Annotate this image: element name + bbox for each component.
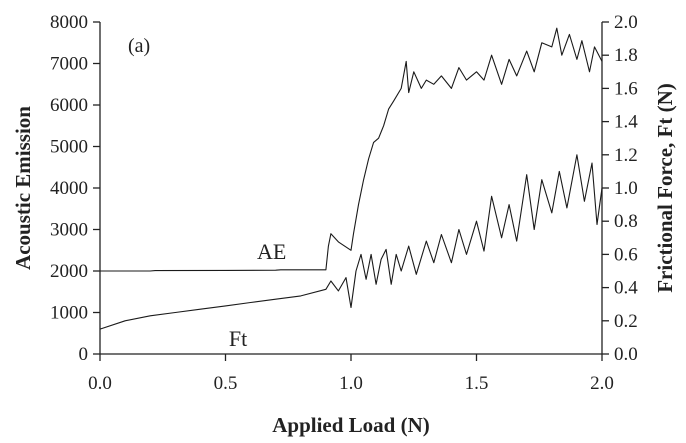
right-y-tick-label: 0.2 <box>614 311 638 332</box>
series-line-ft <box>99 154 603 330</box>
right-y-tick-label: 1.8 <box>614 45 638 66</box>
right-y-tick-label: 2.0 <box>614 12 638 33</box>
left-y-tick-label: 7000 <box>50 54 88 75</box>
plot-area: 0 1000 2000 3000 4000 5000 6000 7000 8000 0.0 0.2… <box>50 12 638 394</box>
right-y-tick-label: 0.0 <box>614 344 638 365</box>
left-y-tick-label: 0 <box>79 344 89 365</box>
left-y-tick-label: 3000 <box>50 220 88 241</box>
left-y-ticks: 0 1000 2000 3000 4000 5000 6000 7000 8000 <box>50 12 100 365</box>
right-y-tick-label: 1.4 <box>614 112 638 133</box>
series-label-ae: AE <box>257 239 286 264</box>
left-y-tick-label: 8000 <box>50 12 88 33</box>
x-tick-label: 0.5 <box>214 373 238 394</box>
left-y-tick-label: 2000 <box>50 261 88 282</box>
right-y-tick-label: 1.6 <box>614 78 638 99</box>
y2-axis-label: Frictional Force, Ft (N) <box>653 83 677 293</box>
x-ticks: 0.0 0.5 1.0 1.5 2.0 <box>88 354 614 394</box>
x-tick-label: 0.0 <box>88 373 112 394</box>
series-layer <box>99 27 603 330</box>
right-y-tick-label: 0.6 <box>614 244 638 265</box>
x-tick-label: 2.0 <box>590 373 614 394</box>
right-y-tick-label: 1.2 <box>614 145 638 166</box>
x-tick-label: 1.0 <box>339 373 363 394</box>
right-y-tick-label: 0.8 <box>614 211 638 232</box>
series-line-ae <box>100 27 603 272</box>
y-axis-label: Acoustic Emission <box>11 106 35 270</box>
panel-annotation: (a) <box>128 35 150 57</box>
series-labels: AE Ft <box>229 239 286 351</box>
right-y-tick-label: 1.0 <box>614 178 638 199</box>
x-tick-label: 1.5 <box>465 373 489 394</box>
series-label-ft: Ft <box>229 326 247 351</box>
left-y-tick-label: 4000 <box>50 178 88 199</box>
x-axis-label: Applied Load (N) <box>272 413 430 437</box>
right-y-ticks: 0.0 0.2 0.4 0.6 0.8 1.0 1.2 1.4 1.6 1.8 2.0 <box>602 12 638 365</box>
left-y-tick-label: 5000 <box>50 137 88 158</box>
left-y-tick-label: 1000 <box>50 303 88 324</box>
right-y-tick-label: 0.4 <box>614 278 638 299</box>
left-y-tick-label: 6000 <box>50 95 88 116</box>
